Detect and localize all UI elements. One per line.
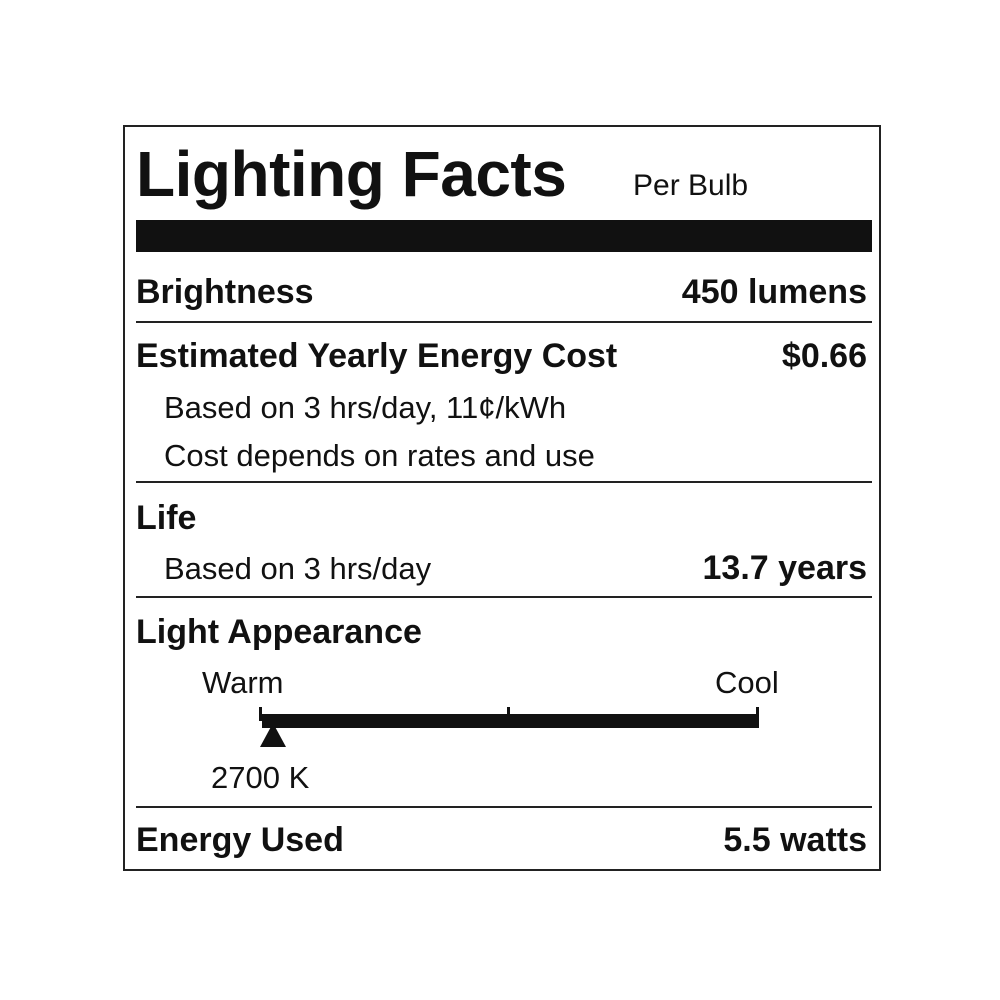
divider xyxy=(136,596,872,598)
label-subtitle: Per Bulb xyxy=(633,169,749,202)
title-bar xyxy=(136,220,872,252)
cost-label: Estimated Yearly Energy Cost xyxy=(136,337,618,375)
warm-label: Warm xyxy=(202,665,284,700)
cost-note-rate: Based on 3 hrs/day, 11¢/kWh xyxy=(164,390,567,425)
energy-value: 5.5 watts xyxy=(723,821,867,859)
life-note: Based on 3 hrs/day xyxy=(164,551,432,586)
cost-value: $0.66 xyxy=(781,337,867,375)
brightness-value: 450 lumens xyxy=(681,273,867,311)
appearance-label: Light Appearance xyxy=(136,613,422,651)
scale-tick-start xyxy=(259,707,262,721)
scale-tick-mid xyxy=(507,707,510,721)
label-title: Lighting Facts xyxy=(136,138,567,210)
divider xyxy=(136,806,872,808)
life-label: Life xyxy=(136,499,197,537)
scale-tick-end xyxy=(756,707,759,727)
energy-label: Energy Used xyxy=(136,821,344,859)
life-value: 13.7 years xyxy=(702,549,868,587)
cost-note-depends: Cost depends on rates and use xyxy=(164,438,595,473)
divider xyxy=(136,321,872,323)
cool-label: Cool xyxy=(715,665,779,700)
lighting-facts-label: Lighting Facts Per Bulb Brightness 450 l… xyxy=(123,125,881,871)
temperature-value: 2700 K xyxy=(211,760,310,795)
brightness-label: Brightness xyxy=(136,273,314,311)
divider xyxy=(136,481,872,483)
color-temperature-scale xyxy=(262,714,759,728)
temperature-marker-icon xyxy=(260,723,286,747)
